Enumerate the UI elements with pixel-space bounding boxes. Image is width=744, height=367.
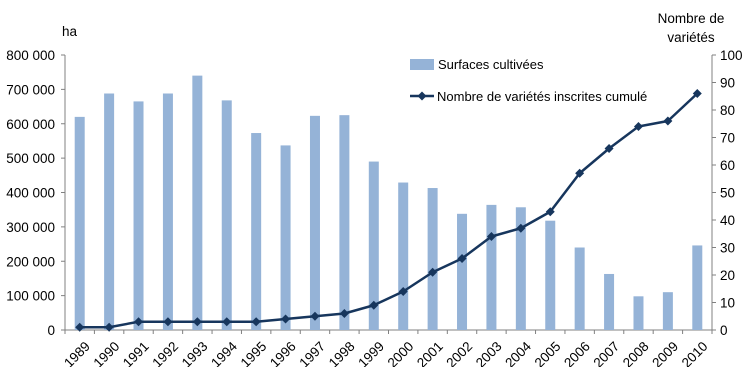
- x-tick-label: 1999: [355, 339, 387, 367]
- left-tick-label: 400 000: [6, 186, 55, 201]
- legend-label-bars: Surfaces cultivées: [438, 57, 544, 72]
- line-marker: [222, 317, 232, 327]
- line-marker: [281, 314, 291, 324]
- x-tick-label: 1993: [179, 339, 211, 367]
- left-tick-label: 500 000: [6, 151, 55, 166]
- left-tick-label: 200 000: [6, 254, 55, 269]
- x-tick-label: 2000: [385, 339, 417, 367]
- x-tick-label: 1997: [296, 339, 328, 367]
- x-tick-label: 2006: [561, 339, 593, 367]
- bar: [515, 207, 526, 330]
- x-tick-label: 2008: [620, 339, 652, 367]
- x-tick-label: 1990: [91, 339, 123, 367]
- right-tick-label: 20: [720, 268, 735, 283]
- x-tick-label: 2001: [414, 339, 446, 367]
- bar: [221, 100, 232, 330]
- line-marker: [192, 317, 202, 327]
- bar: [545, 220, 556, 330]
- bar: [633, 296, 644, 330]
- x-tick-label: 1998: [326, 339, 358, 367]
- line-marker: [575, 168, 585, 178]
- right-tick-label: 50: [720, 186, 735, 201]
- left-tick-label: 100 000: [6, 289, 55, 304]
- line-marker: [104, 322, 114, 332]
- right-tick-label: 0: [720, 323, 728, 338]
- right-tick-label: 10: [720, 296, 735, 311]
- x-tick-label: 2005: [532, 339, 564, 367]
- x-tick-label: 1995: [238, 339, 270, 367]
- x-tick-label: 2010: [679, 339, 711, 367]
- line-marker: [663, 116, 673, 126]
- right-tick-label: 100: [720, 48, 743, 63]
- bar: [309, 115, 320, 330]
- bar: [192, 75, 203, 330]
- left-tick-label: 800 000: [6, 48, 55, 63]
- right-tick-label: 80: [720, 103, 735, 118]
- legend-label-line: Nombre de variétés inscrites cumulé: [437, 89, 647, 104]
- bar: [604, 273, 615, 330]
- line-marker: [134, 317, 144, 327]
- line-marker: [692, 89, 702, 98]
- x-tick-label: 2003: [473, 339, 505, 367]
- right-tick-label: 60: [720, 158, 735, 173]
- bar: [339, 115, 350, 330]
- x-tick-label: 1996: [267, 339, 299, 367]
- bar: [574, 247, 585, 330]
- left-tick-label: 600 000: [6, 117, 55, 132]
- left-axis-title: ha: [62, 24, 78, 39]
- line-marker: [398, 287, 408, 296]
- right-tick-label: 90: [720, 76, 735, 91]
- right-axis-title-line2: variétés: [667, 30, 715, 45]
- right-axis-title-line1: Nombre de: [658, 11, 725, 26]
- legend-swatch-marker: [417, 91, 427, 101]
- bar: [162, 93, 173, 330]
- legend-swatch-bars: [410, 59, 434, 70]
- legend: Surfaces cultivées Nombre de variétés in…: [410, 57, 647, 104]
- line-marker: [310, 311, 320, 321]
- x-tick-label: 1992: [149, 339, 181, 367]
- x-tick-label: 1994: [208, 338, 240, 367]
- bar: [662, 292, 673, 330]
- line-series-varietes: [75, 89, 702, 332]
- right-tick-label: 30: [720, 241, 735, 256]
- bar: [486, 204, 497, 330]
- line-marker: [545, 207, 555, 217]
- line-path: [79, 92, 699, 329]
- line-marker: [75, 322, 85, 332]
- x-tick-label: 1989: [61, 339, 93, 367]
- bar-series-surfaces: [74, 75, 703, 330]
- x-tick-label: 2004: [502, 338, 534, 367]
- left-tick-label: 0: [47, 323, 55, 338]
- line-marker: [604, 144, 614, 153]
- bar: [133, 101, 144, 330]
- right-tick-label: 40: [720, 213, 735, 228]
- line-marker: [339, 309, 349, 318]
- left-tick-label: 700 000: [6, 82, 55, 97]
- bar: [692, 245, 703, 330]
- bar: [368, 161, 379, 330]
- line-marker: [163, 317, 173, 327]
- bar: [398, 182, 409, 330]
- x-tick-label: 2002: [443, 339, 475, 367]
- bar: [251, 133, 262, 330]
- left-tick-label: 300 000: [6, 220, 55, 235]
- line-marker: [486, 232, 496, 241]
- line-marker: [428, 267, 438, 277]
- bar: [280, 145, 291, 330]
- line-marker: [516, 223, 526, 233]
- bar: [457, 213, 468, 330]
- x-tick-label: 2009: [649, 339, 681, 367]
- line-marker: [633, 122, 643, 131]
- line-marker: [251, 317, 261, 327]
- x-tick-label: 1991: [120, 339, 152, 367]
- line-marker: [369, 300, 379, 310]
- x-tick-label: 2007: [590, 339, 622, 367]
- bar: [74, 116, 85, 330]
- line-marker: [457, 254, 467, 263]
- bar: [427, 188, 438, 330]
- bar: [104, 93, 115, 330]
- right-tick-label: 70: [720, 131, 735, 146]
